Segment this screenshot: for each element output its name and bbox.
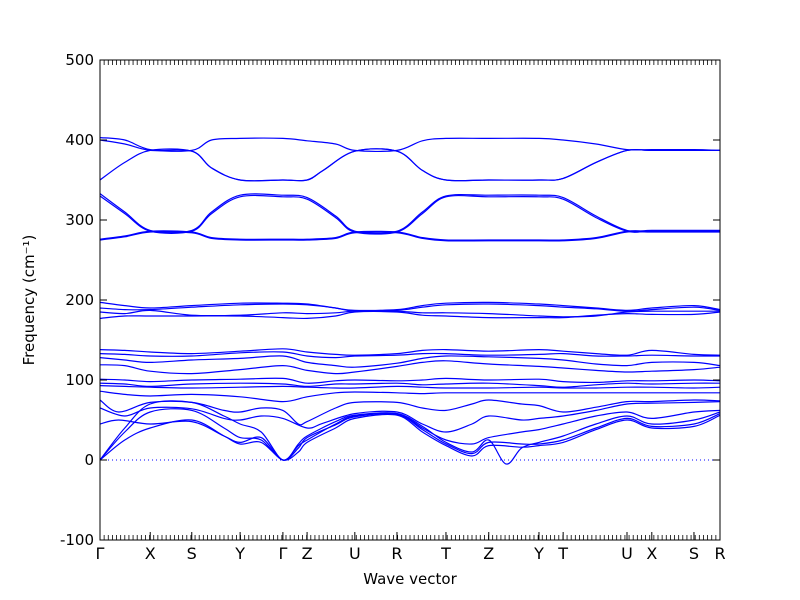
x-tick-label: X bbox=[646, 544, 657, 563]
x-tick-label: U bbox=[621, 544, 633, 563]
branch-line-7 bbox=[100, 230, 720, 242]
y-axis-label: Frequency (cm⁻¹) bbox=[20, 235, 38, 366]
x-tick-label: U bbox=[349, 544, 361, 563]
plot-area bbox=[100, 137, 720, 465]
x-tick-label: R bbox=[714, 544, 725, 563]
x-tick-label: Γ bbox=[278, 544, 287, 563]
branch-line-13 bbox=[100, 351, 720, 359]
branch-line-21 bbox=[100, 401, 720, 433]
branch-line-20 bbox=[100, 399, 720, 426]
y-tick-label: 100 bbox=[65, 371, 94, 389]
x-axis-label: Wave vector bbox=[363, 570, 457, 588]
branch-line-19 bbox=[100, 390, 720, 403]
branch-line-3 bbox=[100, 148, 720, 182]
branch-line-10 bbox=[100, 309, 720, 318]
branch-line-23 bbox=[100, 400, 720, 465]
y-tick-label: -100 bbox=[60, 531, 94, 549]
branches-group bbox=[100, 137, 720, 465]
x-tick-label: Y bbox=[234, 544, 245, 563]
branch-line-12 bbox=[100, 348, 720, 356]
branch-line-4 bbox=[100, 193, 720, 234]
x-tick-label: Z bbox=[483, 544, 494, 563]
branch-line-24 bbox=[100, 408, 720, 461]
branch-line-17 bbox=[100, 382, 720, 388]
x-tick-label: R bbox=[391, 544, 402, 563]
x-tick-label: T bbox=[557, 544, 568, 563]
x-tick-label: T bbox=[440, 544, 451, 563]
x-tick-label: S bbox=[689, 544, 699, 563]
x-tick-label: Z bbox=[302, 544, 313, 563]
branch-line-11 bbox=[100, 310, 720, 320]
branch-line-15 bbox=[100, 360, 720, 375]
x-tick-label: Γ bbox=[96, 544, 105, 563]
x-tick-label: X bbox=[145, 544, 156, 563]
branch-line-16 bbox=[100, 377, 720, 384]
x-tick-label: S bbox=[187, 544, 197, 563]
branch-line-25 bbox=[100, 413, 720, 461]
y-tick-label: 300 bbox=[65, 211, 94, 229]
branch-line-18 bbox=[100, 385, 720, 389]
branch-line-14 bbox=[100, 355, 720, 368]
branch-line-9 bbox=[100, 303, 720, 312]
y-tick-label: 400 bbox=[65, 131, 94, 149]
y-tick-label: 200 bbox=[65, 291, 94, 309]
branch-line-1 bbox=[100, 137, 720, 153]
x-tick-label: Y bbox=[533, 544, 544, 563]
branch-line-6 bbox=[100, 230, 720, 241]
branch-line-8 bbox=[100, 301, 720, 312]
y-tick-label: 0 bbox=[84, 451, 94, 469]
y-tick-label: 500 bbox=[65, 51, 94, 69]
